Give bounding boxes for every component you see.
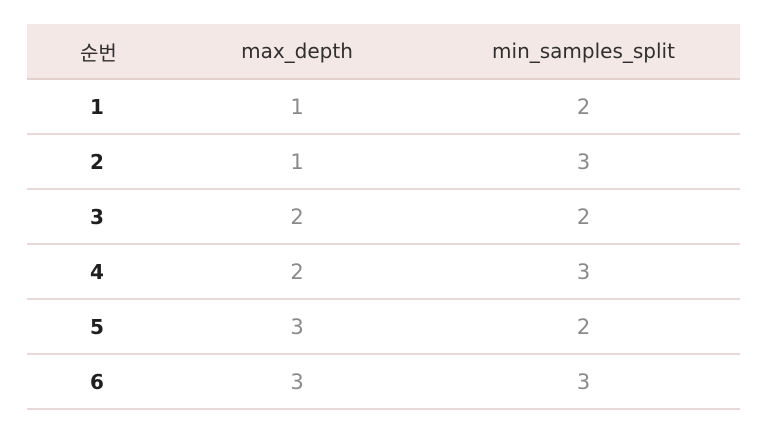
table-row: 6 3 3 — [27, 354, 740, 410]
min-samples-split-cell: 3 — [427, 134, 740, 190]
max-depth-cell: 1 — [167, 79, 427, 135]
table-body: 1 1 2 2 1 3 3 2 2 4 2 3 5 3 2 — [27, 79, 740, 410]
table-row: 5 3 2 — [27, 299, 740, 355]
min-samples-split-cell: 2 — [427, 79, 740, 135]
header-index: 순번 — [27, 24, 167, 80]
min-samples-split-cell: 3 — [427, 244, 740, 300]
header-row: 순번 max_depth min_samples_split — [27, 24, 740, 80]
row-index: 3 — [27, 189, 167, 245]
table-row: 2 1 3 — [27, 134, 740, 190]
row-index: 6 — [27, 354, 167, 410]
table-row: 1 1 2 — [27, 79, 740, 135]
table-row: 4 2 3 — [27, 244, 740, 300]
table-header: 순번 max_depth min_samples_split — [27, 24, 740, 80]
min-samples-split-cell: 2 — [427, 189, 740, 245]
max-depth-cell: 1 — [167, 134, 427, 190]
row-index: 5 — [27, 299, 167, 355]
max-depth-cell: 2 — [167, 189, 427, 245]
header-max-depth: max_depth — [167, 24, 427, 80]
row-index: 2 — [27, 134, 167, 190]
hyperparameter-table: 순번 max_depth min_samples_split 1 1 2 2 1… — [27, 24, 740, 410]
max-depth-cell: 3 — [167, 354, 427, 410]
min-samples-split-cell: 2 — [427, 299, 740, 355]
table-row: 3 2 2 — [27, 189, 740, 245]
max-depth-cell: 3 — [167, 299, 427, 355]
max-depth-cell: 2 — [167, 244, 427, 300]
row-index: 4 — [27, 244, 167, 300]
min-samples-split-cell: 3 — [427, 354, 740, 410]
header-min-samples-split: min_samples_split — [427, 24, 740, 80]
row-index: 1 — [27, 79, 167, 135]
